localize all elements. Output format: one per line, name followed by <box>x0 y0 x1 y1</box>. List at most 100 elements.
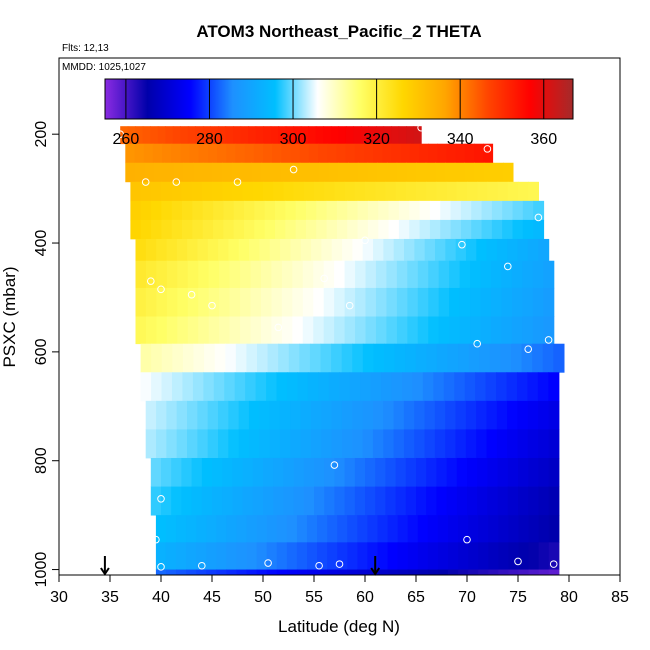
heatmap-cell <box>279 400 291 430</box>
heatmap-cell <box>187 126 197 145</box>
heatmap-cell <box>375 260 388 289</box>
heatmap-cell <box>248 126 257 145</box>
heatmap-cell <box>334 260 346 289</box>
heatmap-cell <box>245 372 257 402</box>
heatmap-cell <box>438 316 450 345</box>
heatmap-cell <box>553 343 565 373</box>
heatmap-cell <box>548 372 560 402</box>
heatmap-cell <box>471 219 483 240</box>
heatmap-cell <box>326 219 338 240</box>
heatmap-cell <box>391 126 400 145</box>
heatmap-cell <box>286 515 298 543</box>
heatmap-cell <box>424 400 436 430</box>
heatmap-cell <box>161 343 173 373</box>
heatmap-cell <box>155 515 167 543</box>
heatmap-cell <box>363 143 374 164</box>
heatmap-cell <box>538 238 550 262</box>
heatmap-cell <box>263 181 274 202</box>
y-tick-label: 600 <box>33 338 50 365</box>
heatmap-cell <box>296 542 308 570</box>
heatmap-cell <box>189 143 200 164</box>
heatmap-cell <box>375 486 386 516</box>
heatmap-cell <box>341 429 353 459</box>
heatmap-cell <box>537 372 549 402</box>
heatmap-cell <box>487 486 499 516</box>
heatmap-cell <box>362 400 374 430</box>
heatmap-cell <box>416 181 427 202</box>
heatmap-cell <box>330 126 339 145</box>
heatmap-cell <box>281 143 292 164</box>
sample-point <box>187 290 196 299</box>
position-arrows <box>100 556 381 576</box>
heatmap-cell <box>446 457 458 487</box>
y-tick-label: 200 <box>33 121 50 148</box>
heatmap-cell <box>232 457 244 487</box>
heatmap-cell <box>266 515 278 543</box>
heatmap-cell <box>434 400 446 430</box>
heatmap-cell <box>269 400 281 430</box>
sample-point <box>549 560 558 568</box>
heatmap-cell <box>283 457 295 487</box>
heatmap-cell <box>543 287 555 317</box>
heatmap-cell <box>375 126 385 145</box>
heatmap-cell <box>479 343 491 373</box>
heatmap-cell <box>443 372 455 402</box>
heatmap-cell <box>385 486 397 516</box>
heatmap-cell <box>401 372 414 402</box>
heatmap-cell <box>440 200 452 221</box>
heatmap-cell <box>510 343 523 373</box>
heatmap-cell <box>182 372 194 402</box>
heatmap-cell <box>447 343 459 373</box>
heatmap-cell <box>424 429 436 459</box>
heatmap-cell <box>250 287 262 317</box>
heatmap-cell <box>405 181 417 202</box>
heatmap-cell <box>274 219 286 240</box>
heatmap-cell <box>187 260 199 289</box>
heatmap-cell <box>226 515 238 543</box>
heatmap-cell <box>341 400 353 430</box>
heatmap-cell <box>355 287 367 317</box>
heatmap-cell <box>285 219 297 240</box>
heatmap-cell <box>140 181 152 202</box>
heatmap-cell <box>293 457 305 487</box>
heatmap-cell <box>367 542 379 570</box>
heatmap-cell <box>164 162 175 183</box>
heatmap-cell <box>273 457 284 487</box>
heatmap-cell <box>436 181 448 202</box>
sample-point <box>534 213 543 222</box>
heatmap-cell <box>253 143 264 164</box>
heatmap-cell <box>152 143 163 164</box>
heatmap-cell <box>171 143 181 164</box>
heatmap-cell <box>528 486 539 516</box>
heatmap-cell <box>218 238 230 262</box>
heatmap-cell <box>533 219 545 240</box>
heatmap-cell <box>517 238 529 262</box>
heatmap-cell <box>511 287 523 317</box>
heatmap-cell <box>266 372 278 402</box>
heatmap-cell <box>427 569 439 576</box>
heatmap-cell <box>276 372 288 402</box>
arrow-head <box>100 567 110 576</box>
sample-point <box>417 123 425 132</box>
heatmap-cell <box>257 343 269 373</box>
heatmap-cell <box>426 343 438 373</box>
heatmap-cell <box>283 486 295 516</box>
heatmap-cell <box>435 238 446 262</box>
heatmap-cell <box>140 343 152 373</box>
heatmap-cell <box>381 372 393 402</box>
heatmap-cell <box>362 238 374 262</box>
heatmap-cell <box>206 542 217 570</box>
heatmap-cell <box>437 143 448 164</box>
colorbar-tick-label: 280 <box>196 131 223 148</box>
heatmap-cell <box>407 260 419 289</box>
heatmap-cell <box>177 287 189 317</box>
heatmap-cell <box>347 200 359 221</box>
heatmap-cell <box>339 372 351 402</box>
heatmap-cell <box>232 486 244 516</box>
chart-title: ATOM3 Northeast_Pacific_2 THETA <box>196 22 481 41</box>
heatmap-cell <box>317 542 328 570</box>
heatmap-cell <box>276 542 288 570</box>
heatmap-cell <box>281 260 293 289</box>
heatmap-cell <box>157 126 166 145</box>
heatmap-cell <box>396 316 408 345</box>
